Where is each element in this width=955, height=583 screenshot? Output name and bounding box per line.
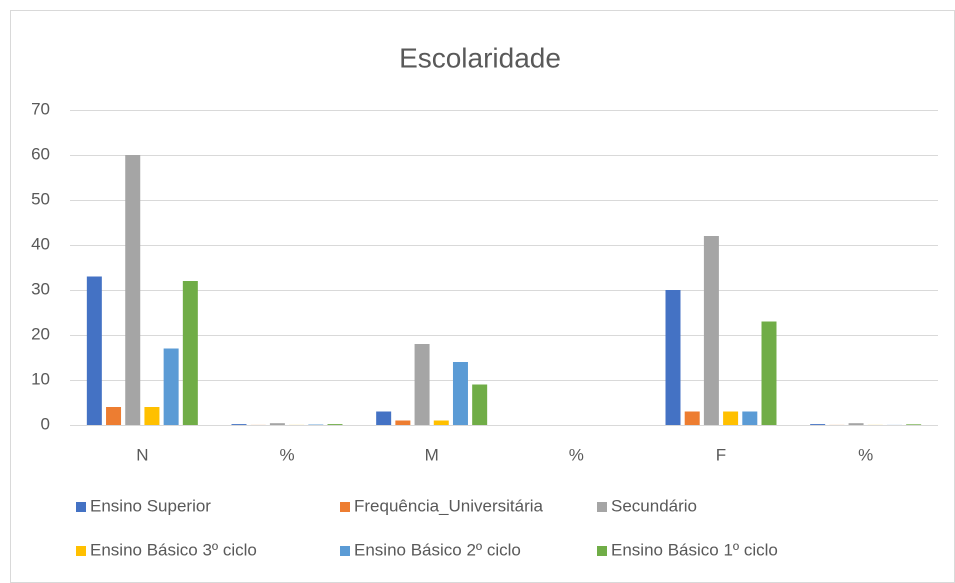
bar [723, 411, 739, 425]
bar [810, 424, 826, 425]
y-tick-label: 40 [31, 234, 50, 253]
x-tick-label: % [569, 445, 584, 464]
x-tick-label: N [136, 445, 148, 464]
x-tick-label: M [425, 445, 439, 464]
bar [395, 420, 411, 425]
chart-frame [10, 10, 955, 583]
legend-label: Ensino Básico 2º ciclo [354, 540, 521, 559]
bar [761, 321, 777, 425]
bar [742, 411, 758, 425]
bar [86, 276, 102, 425]
bar [665, 290, 681, 425]
bar [684, 411, 700, 425]
y-tick-label: 10 [31, 369, 50, 388]
chart-title: Escolaridade [399, 42, 561, 73]
bar [182, 281, 198, 425]
legend-swatch [597, 502, 607, 512]
legend-swatch [340, 502, 350, 512]
legend-swatch [76, 502, 86, 512]
bar [376, 411, 392, 425]
bar [269, 423, 285, 425]
y-tick-label: 30 [31, 279, 50, 298]
bar [848, 423, 864, 425]
x-tick-label: % [279, 445, 294, 464]
y-tick-label: 70 [31, 99, 50, 118]
bar [231, 424, 247, 425]
legend-label: Ensino Básico 3º ciclo [90, 540, 257, 559]
bar [327, 424, 343, 425]
legend-swatch [597, 546, 607, 556]
bar [414, 344, 430, 425]
x-tick-label: % [858, 445, 873, 464]
legend-label: Secundário [611, 496, 697, 515]
bar [433, 420, 449, 425]
bar [163, 348, 179, 425]
y-tick-label: 20 [31, 324, 50, 343]
bar [125, 155, 141, 425]
legend-swatch [76, 546, 86, 556]
legend-swatch [340, 546, 350, 556]
bar [452, 362, 468, 425]
bar [106, 407, 122, 425]
legend-label: Ensino Básico 1º ciclo [611, 540, 778, 559]
bar [703, 236, 719, 425]
legend-label: Ensino Superior [90, 496, 211, 515]
bar [144, 407, 160, 425]
y-tick-label: 0 [41, 414, 50, 433]
legend-label: Frequência_Universitária [354, 496, 544, 515]
y-tick-label: 60 [31, 144, 50, 163]
x-tick-label: F [716, 445, 726, 464]
bar [472, 384, 488, 425]
bar [906, 424, 922, 425]
y-tick-label: 50 [31, 189, 50, 208]
